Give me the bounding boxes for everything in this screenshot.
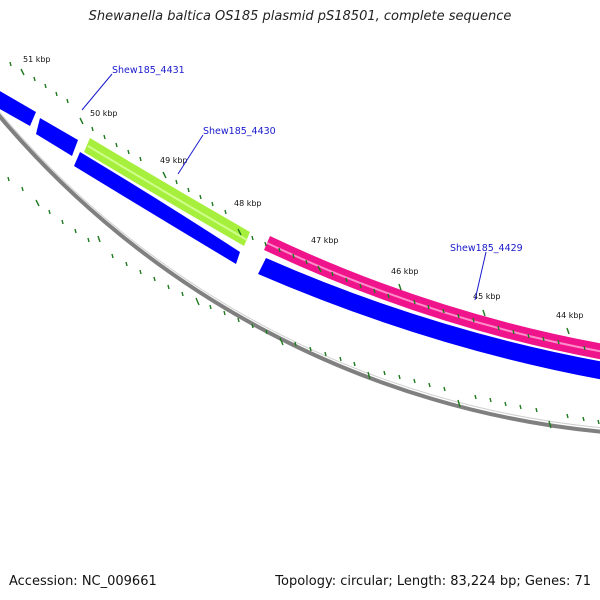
cds-reverse-segment-4 [258,258,600,380]
cds-reverse-segment-2 [36,118,78,156]
scale-label-45kbp: 45 kbp [473,292,501,301]
inner-ticks [7,176,600,429]
sequence-stats-text: Topology: circular; Length: 83,224 bp; G… [275,574,591,589]
gene-label-shew185-4429: Shew185_4429 [450,243,523,254]
map-title: Shewanella baltica OS185 plasmid pS18501… [88,9,512,24]
leader-shew185-4429 [474,251,487,301]
gene-label-shew185-4431: Shew185_4431 [112,65,185,76]
scale-label-44kbp: 44 kbp [556,311,584,320]
leader-shew185-4431 [81,73,113,111]
outer-ticks [9,61,586,351]
scale-label-49kbp: 49 kbp [160,156,188,165]
gene-shew185-4429-arrow [264,236,600,360]
scale-label-48kbp: 48 kbp [234,199,262,208]
backbone-arc-highlight [0,111,600,429]
scale-label-50kbp: 50 kbp [90,109,118,118]
gene-shew185-4430-inner [87,145,248,241]
scale-label-51kbp: 51 kbp [23,55,51,64]
leader-shew185-4430 [177,134,204,175]
scale-label-46kbp: 46 kbp [391,267,419,276]
cds-reverse-segment-1 [0,91,36,126]
accession-text: Accession: NC_009661 [9,574,157,589]
scale-label-47kbp: 47 kbp [311,236,339,245]
gene-label-shew185-4430: Shew185_4430 [203,126,276,137]
backbone-arc [0,113,600,434]
cds-reverse-segment-3 [74,152,240,264]
